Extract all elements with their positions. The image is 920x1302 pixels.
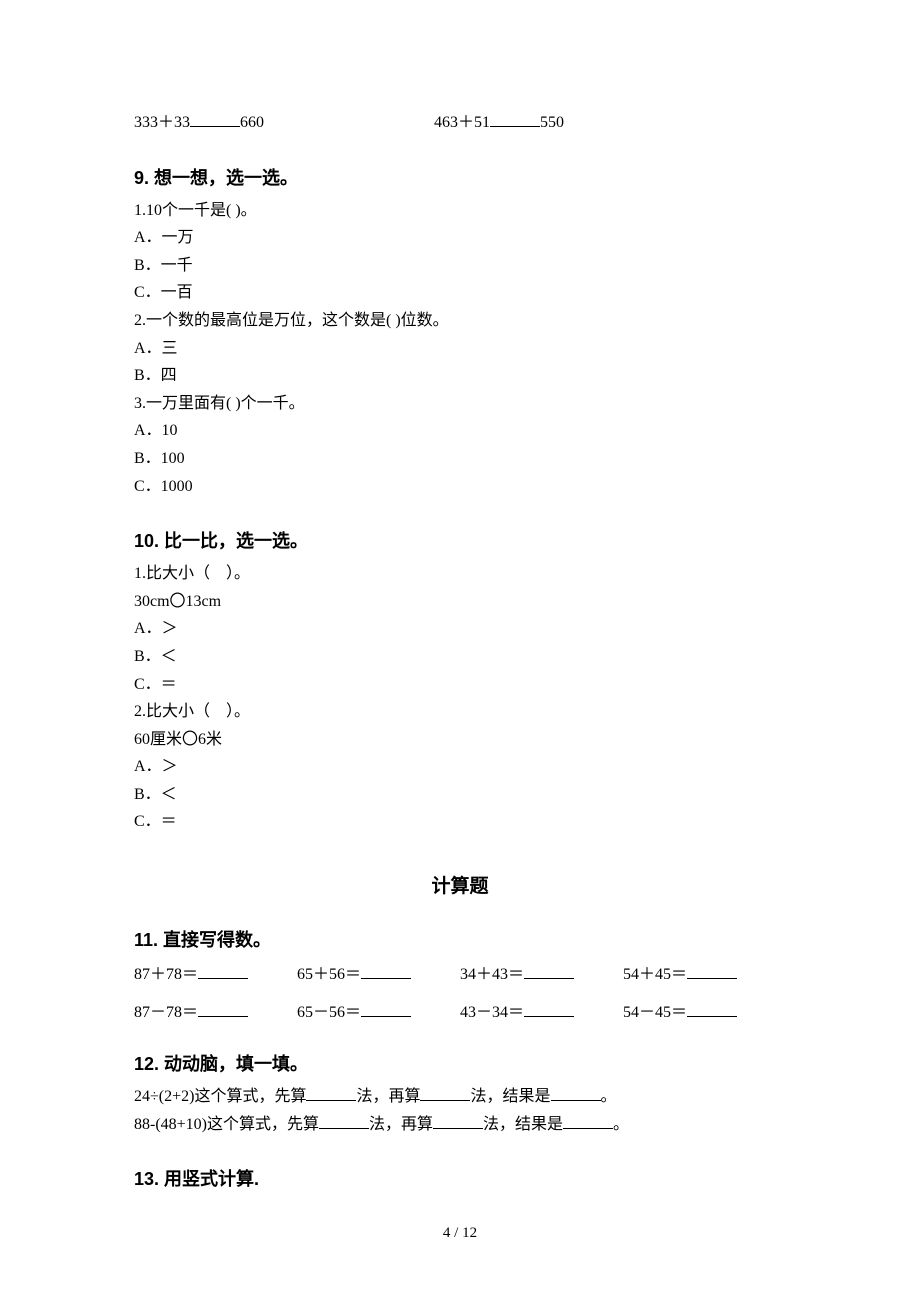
q11-r1c4: 54＋45＝ — [623, 960, 786, 984]
q12-line2-c: 法，结果是 — [483, 1116, 563, 1133]
q12-line2-a: 88-(48+10)这个算式，先算 — [134, 1116, 319, 1133]
q13-title: 13. 用竖式计算. — [134, 1165, 786, 1191]
q11-r1c1: 87＋78＝ — [134, 960, 297, 984]
q9-3-option-c[interactable]: C．1000 — [134, 474, 786, 500]
blank[interactable] — [198, 963, 248, 979]
q11-r1c3: 34＋43＝ — [460, 960, 623, 984]
blank[interactable] — [198, 1001, 248, 1017]
q11-r2c3-expr: 43－34＝ — [460, 1004, 524, 1021]
q9-2-prompt: 2.一个数的最高位是万位，这个数是( )位数。 — [134, 308, 786, 334]
q11-r2c4: 54－45＝ — [623, 998, 786, 1022]
blank[interactable] — [687, 963, 737, 979]
blank[interactable] — [361, 963, 411, 979]
q9-3-prompt: 3.一万里面有( )个一千。 — [134, 391, 786, 417]
q10-2-option-b[interactable]: B．＜ — [134, 782, 786, 808]
blank[interactable] — [524, 963, 574, 979]
q12-line1-a: 24÷(2+2)这个算式，先算 — [134, 1088, 306, 1105]
page-number: 4 / 12 — [0, 1225, 920, 1242]
q12-block: 24÷(2+2)这个算式，先算法，再算法，结果是。 88-(48+10)这个算式… — [134, 1084, 786, 1137]
blank[interactable] — [524, 1001, 574, 1017]
q11-r1c3-expr: 34＋43＝ — [460, 966, 524, 983]
q9-1-prompt: 1.10个一千是( )。 — [134, 198, 786, 224]
q10-2-option-a[interactable]: A．＞ — [134, 754, 786, 780]
q11-r2c4-expr: 54－45＝ — [623, 1004, 687, 1021]
comparison-right-expr: 463＋51 — [434, 114, 490, 131]
q12-line1-c: 法，结果是 — [470, 1088, 550, 1105]
blank[interactable] — [306, 1085, 356, 1101]
q11-row1: 87＋78＝ 65＋56＝ 34＋43＝ 54＋45＝ — [134, 960, 786, 984]
q11-r2c2-expr: 65－56＝ — [297, 1004, 361, 1021]
q9-2-option-b[interactable]: B．四 — [134, 363, 786, 389]
q9-2-option-a[interactable]: A．三 — [134, 336, 786, 362]
q10-title: 10. 比一比，选一选。 — [134, 527, 786, 553]
q10-block: 1.比大小（ ）。 30cm〇13cm A．＞ B．＜ C．＝ 2.比大小（ ）… — [134, 561, 786, 835]
q10-2-option-c[interactable]: C．＝ — [134, 809, 786, 835]
comparison-left-num: 660 — [240, 114, 264, 131]
q10-1-option-c[interactable]: C．＝ — [134, 672, 786, 698]
q9-title: 9. 想一想，选一选。 — [134, 164, 786, 190]
blank[interactable] — [420, 1085, 470, 1101]
q9-1-option-b[interactable]: B．一千 — [134, 253, 786, 279]
comparison-left-expr: 333＋33 — [134, 114, 190, 131]
q12-title: 12. 动动脑，填一填。 — [134, 1050, 786, 1076]
blank[interactable] — [563, 1113, 613, 1129]
q11-block: 87＋78＝ 65＋56＝ 34＋43＝ 54＋45＝ 87－78＝ 65－56… — [134, 960, 786, 1022]
calc-section-header: 计算题 — [134, 871, 786, 898]
comparison-right: 463＋51 550 — [434, 110, 564, 136]
blank[interactable] — [490, 111, 540, 127]
q11-row2: 87－78＝ 65－56＝ 43－34＝ 54－45＝ — [134, 998, 786, 1022]
q9-1-option-c[interactable]: C．一百 — [134, 280, 786, 306]
blank[interactable] — [319, 1113, 369, 1129]
comparison-row: 333＋33 660 463＋51 550 — [134, 110, 786, 136]
q9-3-option-b[interactable]: B．100 — [134, 446, 786, 472]
q9-1-option-a[interactable]: A．一万 — [134, 225, 786, 251]
q12-line1-b: 法，再算 — [356, 1088, 420, 1105]
q12-line2: 88-(48+10)这个算式，先算 法，再算 法，结果是 。 — [134, 1112, 786, 1138]
q11-r1c2-expr: 65＋56＝ — [297, 966, 361, 983]
q11-r2c2: 65－56＝ — [297, 998, 460, 1022]
blank[interactable] — [687, 1001, 737, 1017]
blank[interactable] — [190, 111, 240, 127]
q11-r2c1: 87－78＝ — [134, 998, 297, 1022]
q10-1-expr: 30cm〇13cm — [134, 589, 786, 615]
q12-line1: 24÷(2+2)这个算式，先算 法，再算 法，结果是 。 — [134, 1084, 786, 1110]
comparison-left: 333＋33 660 — [134, 110, 434, 136]
q11-r1c2: 65＋56＝ — [297, 960, 460, 984]
q11-r2c3: 43－34＝ — [460, 998, 623, 1022]
blank[interactable] — [551, 1085, 601, 1101]
q10-2-expr: 60厘米〇6米 — [134, 727, 786, 753]
q11-r1c4-expr: 54＋45＝ — [623, 966, 687, 983]
q10-1-prompt: 1.比大小（ ）。 — [134, 561, 786, 587]
q12-line2-d: 。 — [613, 1116, 629, 1133]
q9-3-option-a[interactable]: A．10 — [134, 418, 786, 444]
comparison-right-num: 550 — [540, 114, 564, 131]
blank[interactable] — [433, 1113, 483, 1129]
blank[interactable] — [361, 1001, 411, 1017]
q10-1-option-a[interactable]: A．＞ — [134, 616, 786, 642]
q11-r2c1-expr: 87－78＝ — [134, 1004, 198, 1021]
q12-line1-d: 。 — [601, 1088, 617, 1105]
q9-block: 1.10个一千是( )。 A．一万 B．一千 C．一百 2.一个数的最高位是万位… — [134, 198, 786, 500]
q11-title: 11. 直接写得数。 — [134, 926, 786, 952]
q10-1-option-b[interactable]: B．＜ — [134, 644, 786, 670]
q12-line2-b: 法，再算 — [369, 1116, 433, 1133]
q11-r1c1-expr: 87＋78＝ — [134, 966, 198, 983]
q10-2-prompt: 2.比大小（ ）。 — [134, 699, 786, 725]
